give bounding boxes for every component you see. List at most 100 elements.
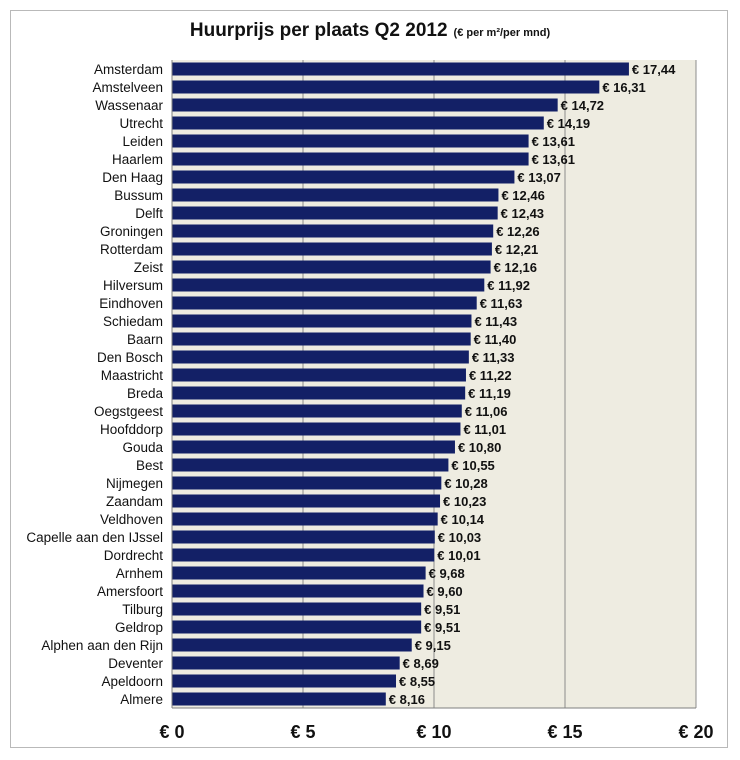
bar (172, 422, 461, 436)
data-label: € 9,15 (415, 638, 451, 653)
category-label: Hoofddorp (100, 422, 163, 437)
data-label: € 13,07 (517, 170, 560, 185)
bar (172, 692, 386, 706)
bar (172, 638, 412, 652)
category-label: Veldhoven (100, 512, 163, 527)
category-label: Leiden (122, 134, 163, 149)
bar (172, 584, 424, 598)
bar (172, 620, 422, 634)
data-label: € 12,43 (501, 206, 544, 221)
bar (172, 170, 515, 184)
data-label: € 11,92 (487, 278, 530, 293)
bar (172, 224, 494, 238)
bar (172, 98, 558, 112)
data-label: € 12,26 (496, 224, 539, 239)
bar (172, 80, 600, 94)
data-label: € 11,43 (474, 314, 517, 329)
data-label: € 9,51 (424, 620, 460, 635)
bar (172, 278, 485, 292)
bar (172, 386, 466, 400)
data-label: € 10,23 (443, 494, 486, 509)
data-label: € 14,19 (547, 116, 590, 131)
bar (172, 296, 477, 310)
category-label: Apeldoorn (101, 674, 163, 689)
category-label: Utrecht (119, 116, 163, 131)
category-label: Maastricht (101, 368, 164, 383)
bar (172, 476, 442, 490)
category-label: Rotterdam (100, 242, 163, 257)
category-label: Breda (127, 386, 164, 401)
bar (172, 404, 462, 418)
data-label: € 13,61 (532, 152, 575, 167)
category-label: Den Haag (102, 170, 163, 185)
data-label: € 10,28 (444, 476, 487, 491)
category-label: Eindhoven (99, 296, 163, 311)
bar (172, 674, 397, 688)
data-label: € 9,60 (427, 584, 463, 599)
data-label: € 11,19 (468, 386, 511, 401)
bar (172, 368, 466, 382)
data-label: € 8,69 (403, 656, 439, 671)
category-label: Delft (135, 206, 163, 221)
category-label: Oegstgeest (94, 404, 163, 419)
category-label: Capelle aan den IJssel (26, 530, 163, 545)
category-label: Baarn (127, 332, 163, 347)
x-tick-label: € 15 (547, 722, 582, 742)
data-label: € 16,31 (602, 80, 645, 95)
bar (172, 152, 529, 166)
category-label: Geldrop (115, 620, 163, 635)
bar (172, 134, 529, 148)
data-label: € 13,61 (532, 134, 575, 149)
chart-title-block: Huurprijs per plaats Q2 2012 (€ per m²/pe… (0, 20, 740, 42)
category-label: Best (136, 458, 163, 473)
bar (172, 260, 491, 274)
data-label: € 11,06 (465, 404, 508, 419)
x-tick-label: € 20 (678, 722, 713, 742)
category-label: Alphen aan den Rijn (41, 638, 163, 653)
data-label: € 10,55 (451, 458, 494, 473)
category-label: Arnhem (116, 566, 163, 581)
category-label: Nijmegen (106, 476, 163, 491)
data-label: € 9,51 (424, 602, 460, 617)
category-label: Amstelveen (92, 80, 163, 95)
category-label: Zeist (134, 260, 164, 275)
data-label: € 10,01 (437, 548, 480, 563)
x-tick-label: € 10 (416, 722, 451, 742)
category-label: Zaandam (106, 494, 163, 509)
category-label: Groningen (100, 224, 163, 239)
bar (172, 530, 435, 544)
bar (172, 332, 471, 346)
bar (172, 548, 435, 562)
bar (172, 494, 441, 508)
category-label: Amersfoort (97, 584, 163, 599)
bar (172, 62, 629, 76)
data-label: € 11,63 (480, 296, 523, 311)
data-label: € 11,01 (463, 422, 506, 437)
bar (172, 458, 449, 472)
data-label: € 11,33 (472, 350, 515, 365)
data-label: € 12,21 (495, 242, 538, 257)
data-label: € 12,46 (501, 188, 544, 203)
category-label: Almere (120, 692, 163, 707)
data-label: € 8,55 (399, 674, 435, 689)
bar (172, 314, 472, 328)
data-label: € 14,72 (561, 98, 604, 113)
category-label: Hilversum (103, 278, 163, 293)
data-label: € 10,03 (438, 530, 481, 545)
data-label: € 10,80 (458, 440, 501, 455)
bar (172, 656, 400, 670)
category-label: Amsterdam (94, 62, 163, 77)
category-label: Wassenaar (95, 98, 163, 113)
bar (172, 188, 499, 202)
data-label: € 11,22 (469, 368, 512, 383)
bar (172, 512, 438, 526)
category-label: Deventer (108, 656, 163, 671)
category-label: Haarlem (112, 152, 163, 167)
data-label: € 8,16 (389, 692, 425, 707)
category-label: Gouda (122, 440, 163, 455)
category-label: Dordrecht (104, 548, 164, 563)
x-tick-label: € 5 (290, 722, 315, 742)
data-label: € 12,16 (494, 260, 537, 275)
category-label: Bussum (114, 188, 163, 203)
